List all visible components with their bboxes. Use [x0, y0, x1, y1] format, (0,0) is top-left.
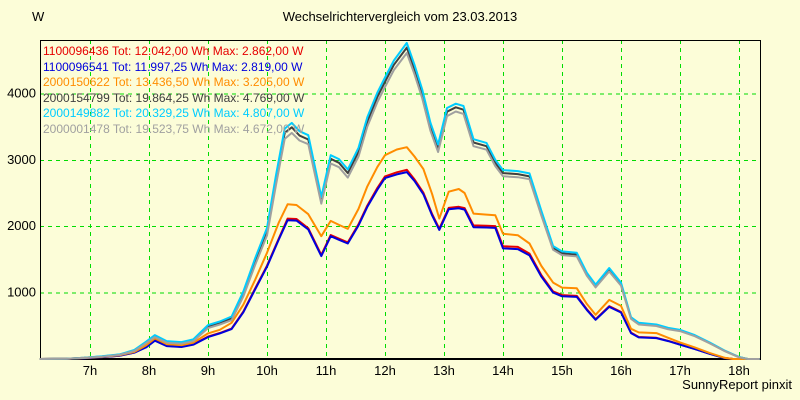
legend-entry-2000154799: 2000154799 Tot: 19.864,25 Wh Max: 4.769,…	[43, 90, 305, 105]
x-tick-label-18h: 18h	[728, 363, 750, 378]
x-tick-label-8h: 8h	[142, 363, 156, 378]
legend-entry-2000149882: 2000149882 Tot: 20.329,25 Wh Max: 4.807,…	[43, 106, 305, 120]
series-line-2000150622	[39, 146, 760, 360]
series-line-1100096541	[39, 171, 760, 360]
x-tick-label-7h: 7h	[83, 363, 97, 378]
y-tick-label-3000: 3000	[7, 152, 36, 167]
x-tick-label-9h: 9h	[201, 363, 215, 378]
legend-entry-2000150622: 2000150622 Tot: 13.436,50 Wh Max: 3.205,…	[43, 75, 305, 89]
x-tick-label-16h: 16h	[610, 363, 632, 378]
y-axis-unit-label: W	[32, 9, 45, 24]
legend: 1100096436 Tot: 12.042,00 Wh Max: 2.862,…	[43, 44, 304, 137]
x-tick-label-11h: 11h	[316, 363, 337, 378]
x-tick-label-15h: 15h	[551, 363, 573, 378]
y-tick-label-1000: 1000	[7, 285, 36, 300]
legend-entry-1100096436: 1100096436 Tot: 12.042,00 Wh Max: 2.862,…	[43, 44, 304, 58]
series-line-1100096436	[39, 168, 760, 360]
y-tick-label-2000: 2000	[7, 218, 36, 233]
x-tick-label-17h: 17h	[669, 363, 691, 378]
legend-entry-2000001478: 2000001478 Tot: 19.523,75 Wh Max: 4.672,…	[43, 121, 305, 136]
x-tick-label-13h: 13h	[433, 363, 455, 378]
x-tick-label-12h: 12h	[374, 363, 396, 378]
chart-title: Wechselrichtervergleich vom 23.03.2013	[282, 9, 518, 24]
y-tick-label-4000: 4000	[7, 85, 36, 100]
watermark-text: SunnyReport pinxit	[682, 377, 792, 392]
x-tick-label-14h: 14h	[492, 363, 514, 378]
x-tick-label-10h: 10h	[256, 363, 278, 378]
legend-entry-1100096541: 1100096541 Tot: 11.997,25 Wh Max: 2.819,…	[43, 59, 303, 74]
series-line-2000001478	[39, 52, 760, 360]
